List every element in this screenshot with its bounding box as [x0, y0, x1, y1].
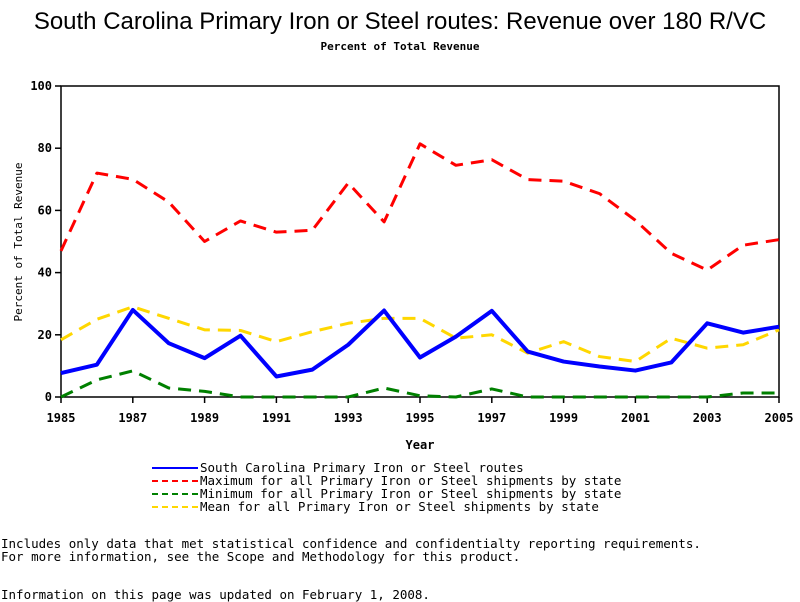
- legend-swatch: [152, 506, 198, 508]
- legend-label: Mean for all Primary Iron or Steel shipm…: [200, 500, 599, 513]
- x-axis-label: Year: [406, 438, 435, 452]
- y-tick-label: 40: [38, 266, 52, 280]
- legend: South Carolina Primary Iron or Steel rou…: [152, 461, 621, 513]
- x-tick-label: 1993: [334, 411, 363, 425]
- x-tick-label: 2003: [693, 411, 722, 425]
- legend-swatch: [152, 493, 198, 495]
- x-tick-label: 1999: [549, 411, 578, 425]
- y-tick-label: 60: [38, 203, 52, 217]
- x-tick-label: 1985: [47, 411, 76, 425]
- plot-frame: [61, 86, 779, 397]
- legend-item: Mean for all Primary Iron or Steel shipm…: [152, 500, 621, 513]
- legend-swatch: [152, 467, 198, 469]
- x-tick-label: 1991: [262, 411, 291, 425]
- series-line-1: [61, 144, 779, 270]
- x-tick-label: 1989: [190, 411, 219, 425]
- x-tick-label: 2001: [621, 411, 650, 425]
- series-line-3: [61, 307, 779, 362]
- series-line-2: [61, 371, 779, 397]
- y-tick-label: 20: [38, 328, 52, 342]
- y-tick-label: 80: [38, 141, 52, 155]
- x-tick-label: 1987: [118, 411, 147, 425]
- x-tick-label: 1997: [477, 411, 506, 425]
- y-axis-label: Percent of Total Revenue: [12, 163, 25, 322]
- y-tick-label: 100: [30, 79, 52, 93]
- x-tick-label: 2005: [765, 411, 794, 425]
- legend-swatch: [152, 480, 198, 482]
- x-tick-label: 1995: [406, 411, 435, 425]
- footnote-methodology: For more information, see the Scope and …: [1, 549, 520, 564]
- y-tick-label: 0: [45, 390, 52, 404]
